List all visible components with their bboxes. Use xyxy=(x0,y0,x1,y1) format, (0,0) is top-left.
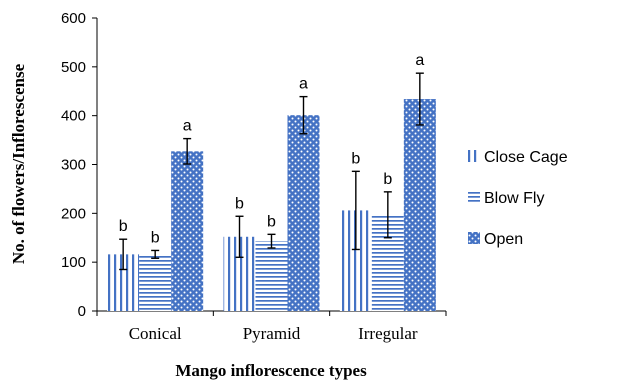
significance-letter: a xyxy=(299,76,308,93)
bar-open-pyramid xyxy=(287,115,320,311)
x-axis: Conical Pyramid Irregular xyxy=(96,310,447,343)
x-tick-label: Conical xyxy=(129,324,182,343)
significance-letter: b xyxy=(267,213,276,230)
error-bar xyxy=(351,170,360,251)
y-axis-title: No. of flowers/Inflorescense xyxy=(9,63,28,264)
x-tick-label: Pyramid xyxy=(243,324,301,343)
bar-blow-fly-conical xyxy=(139,254,172,311)
error-bar xyxy=(235,215,244,258)
y-tick-label: 300 xyxy=(61,157,86,174)
significance-letter: b xyxy=(119,218,128,235)
x-axis-title: Mango inflorescence types xyxy=(175,361,367,380)
bars: b b b b b b a a a xyxy=(107,52,436,312)
significance-letter: b xyxy=(351,150,360,167)
error-bar xyxy=(267,233,276,249)
legend-label: Open xyxy=(484,231,523,248)
bar-blow-fly-pyramid xyxy=(255,241,288,311)
bar-open-irregular xyxy=(403,99,436,312)
error-bar xyxy=(183,137,192,165)
significance-letter: b xyxy=(383,171,392,188)
legend: Close Cage Blow Fly Open xyxy=(468,149,568,248)
significance-letter: a xyxy=(415,52,424,69)
y-tick-label: 400 xyxy=(61,108,86,125)
y-tick-label: 500 xyxy=(61,59,86,76)
y-tick-label: 100 xyxy=(61,254,86,271)
legend-swatch xyxy=(468,191,480,203)
significance-letter: b xyxy=(235,195,244,212)
significance-letter: a xyxy=(183,118,192,135)
bar-open-conical xyxy=(171,151,204,311)
error-bar xyxy=(151,249,160,259)
significance-letter: b xyxy=(151,229,160,246)
legend-swatch xyxy=(468,150,480,162)
legend-swatch xyxy=(468,232,480,244)
y-tick-label: 200 xyxy=(61,205,86,222)
error-bar xyxy=(383,191,392,239)
error-bar xyxy=(415,72,424,126)
y-tick-label: 0 xyxy=(78,303,86,320)
y-tick-label: 600 xyxy=(61,10,86,27)
x-tick-label: Irregular xyxy=(358,324,418,343)
error-bar xyxy=(119,238,128,271)
error-bar xyxy=(299,95,308,135)
legend-label: Close Cage xyxy=(484,149,568,166)
y-axis: 0 100 200 300 400 500 600 xyxy=(61,10,98,320)
legend-label: Blow Fly xyxy=(484,190,544,207)
